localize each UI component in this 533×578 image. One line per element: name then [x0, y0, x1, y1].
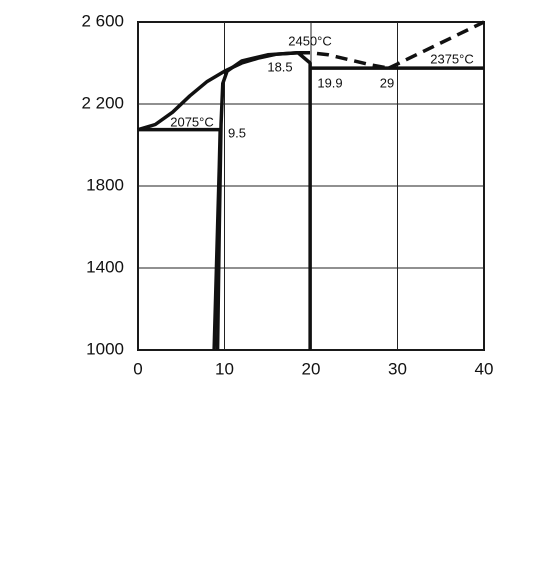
annotation: 19.9	[317, 75, 342, 90]
x-tick-label: 20	[302, 359, 321, 378]
annotation: 2075°C	[170, 114, 214, 129]
phase-line	[296, 51, 312, 350]
annotation: 9.5	[228, 125, 246, 140]
x-tick-label: 30	[388, 359, 407, 378]
annotation: 2450°C	[288, 33, 332, 48]
y-tick-label: 2 200	[81, 93, 124, 112]
x-tick-label: 10	[215, 359, 234, 378]
annotation: 18.5	[267, 59, 292, 74]
phase-line	[298, 51, 390, 70]
annotation: 2375°C	[430, 51, 474, 66]
annotation: 29	[380, 75, 394, 90]
x-tick-label: 0	[133, 359, 142, 378]
y-tick-label: 2 600	[81, 11, 124, 30]
y-tick-label: 1800	[86, 175, 124, 194]
x-tick-label: 40	[475, 359, 494, 378]
y-tick-label: 1000	[86, 339, 124, 358]
y-tick-label: 1400	[86, 257, 124, 276]
phase-line	[215, 51, 299, 351]
